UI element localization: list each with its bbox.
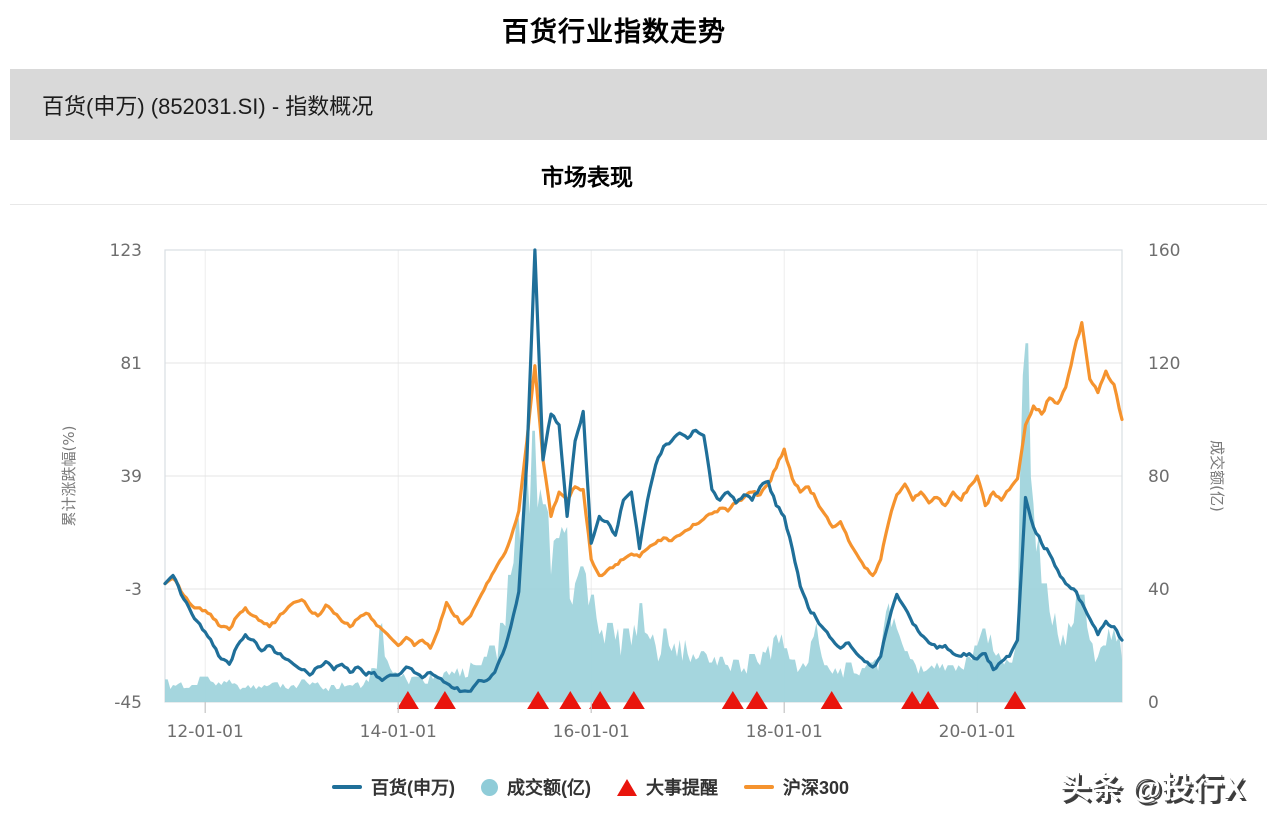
index-overview-header: 百货(申万) (852031.SI) - 指数概况	[10, 69, 1267, 140]
left-axis-tick-label: -3	[125, 580, 142, 600]
section-divider	[10, 204, 1267, 205]
watermark: 头条 @投行X	[1060, 772, 1245, 805]
index-overview-header-text: 百货(申万) (852031.SI) - 指数概况	[42, 93, 374, 119]
left-axis-tick-label: -45	[114, 693, 142, 713]
left-axis-tick-label: 81	[120, 354, 142, 374]
legend-label-hs300: 沪深300	[783, 778, 850, 798]
event-marker-icon[interactable]	[433, 691, 456, 709]
series-hs300-line[interactable]	[163, 321, 1124, 650]
left-axis-title: 累计涨跌幅(%)	[60, 426, 78, 527]
line-marker-icon	[332, 785, 362, 789]
series-baihuo-line[interactable]	[163, 248, 1124, 694]
legend-label-baihuo: 百货(申万)	[371, 778, 455, 798]
legend-item-volume[interactable]: 成交额(亿)	[481, 774, 591, 800]
right-axis-tick-label: 80	[1148, 467, 1170, 487]
event-marker-icon[interactable]	[745, 691, 768, 709]
event-marker-icon[interactable]	[589, 691, 612, 709]
legend-item-hs300[interactable]: 沪深300	[744, 774, 849, 800]
event-marker-icon[interactable]	[820, 691, 843, 709]
legend-label-volume: 成交额(亿)	[507, 778, 591, 798]
right-axis-tick-label: 40	[1148, 580, 1170, 600]
x-axis-tick-label: 12-01-01	[167, 722, 244, 742]
chart-legend: 百货(申万) 成交额(亿) 大事提醒 沪深300	[332, 774, 849, 800]
right-axis-tick-label: 0	[1148, 693, 1159, 713]
event-marker-icon[interactable]	[1004, 691, 1026, 709]
page-title: 百货行业指数走势	[502, 17, 726, 48]
right-axis-title: 成交额(亿)	[1208, 440, 1226, 512]
x-axis-tick-label: 16-01-01	[553, 722, 630, 742]
left-axis-tick-label: 123	[110, 241, 142, 261]
event-marker-icon[interactable]	[527, 691, 550, 709]
x-axis-tick-label: 14-01-01	[360, 722, 437, 742]
right-axis-tick-label: 160	[1148, 241, 1180, 261]
event-marker-icon[interactable]	[721, 691, 744, 709]
section-title: 市场表现	[541, 164, 633, 190]
legend-item-baihuo[interactable]: 百货(申万)	[332, 774, 455, 800]
x-axis-tick-label: 20-01-01	[939, 722, 1016, 742]
event-marker-icon[interactable]	[622, 691, 645, 709]
event-marker-icon[interactable]	[917, 691, 940, 709]
event-marker-icon[interactable]	[396, 691, 419, 709]
right-axis-tick-label: 120	[1148, 354, 1180, 374]
legend-label-events: 大事提醒	[646, 778, 718, 798]
left-axis-tick-label: 39	[120, 467, 142, 487]
event-marker-icon[interactable]	[901, 691, 924, 709]
series-volume-area[interactable]	[165, 343, 1122, 702]
circle-marker-icon	[481, 778, 498, 796]
event-marker-icon[interactable]	[559, 691, 582, 709]
legend-item-events[interactable]: 大事提醒	[617, 774, 718, 800]
triangle-marker-icon	[617, 778, 637, 796]
x-axis-tick-label: 18-01-01	[746, 722, 823, 742]
line-marker-icon	[744, 785, 774, 789]
